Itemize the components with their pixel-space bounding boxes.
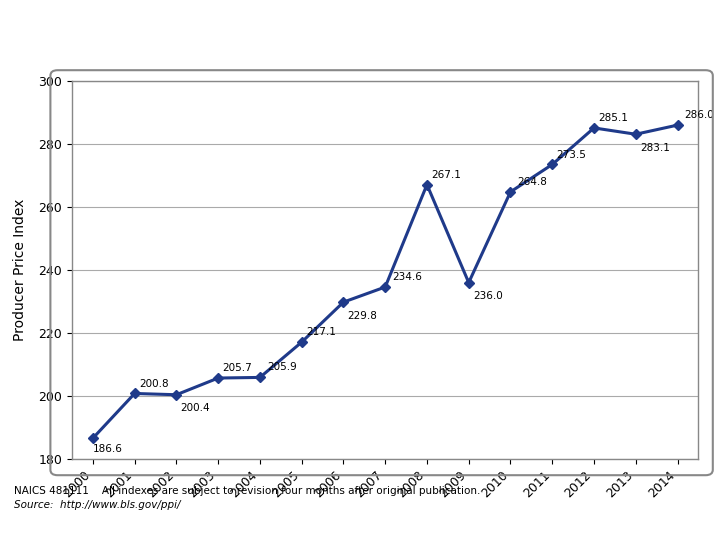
Text: 283.1: 283.1 xyxy=(640,143,670,153)
Text: 205.7: 205.7 xyxy=(222,363,252,373)
Text: 186.6: 186.6 xyxy=(93,444,122,454)
Text: 200.4: 200.4 xyxy=(181,403,210,414)
Text: 286.0: 286.0 xyxy=(685,110,714,120)
Text: Airline Industry:  PPI (Producer Price Index) – Scheduled Passenger Air Transpor: Airline Industry: PPI (Producer Price In… xyxy=(14,19,720,38)
Text: NAICS 481111    All indexes are subject to revision four months after original p: NAICS 481111 All indexes are subject to … xyxy=(14,486,481,496)
Text: 217.1: 217.1 xyxy=(306,327,336,337)
Y-axis label: Producer Price Index: Producer Price Index xyxy=(13,199,27,341)
Text: 234.6: 234.6 xyxy=(392,272,422,282)
Text: 205.9: 205.9 xyxy=(267,362,297,373)
Text: 267.1: 267.1 xyxy=(431,170,461,180)
Text: Source:  http://www.bls.gov/ppi/: Source: http://www.bls.gov/ppi/ xyxy=(14,500,181,510)
Text: which represents a gain of 9.5% from 2011, but for 2014 the average is trending : which represents a gain of 9.5% from 201… xyxy=(14,62,591,75)
Text: The PPI (measures average change in prices over time) for passenger air transpor: The PPI (measures average change in pric… xyxy=(14,44,720,57)
Text: 264.8: 264.8 xyxy=(518,177,547,187)
Text: 285.1: 285.1 xyxy=(598,113,628,123)
Text: 236.0: 236.0 xyxy=(473,291,503,301)
Text: 200.8: 200.8 xyxy=(139,379,168,389)
Text: 273.5: 273.5 xyxy=(557,150,586,159)
Text: 229.8: 229.8 xyxy=(348,311,377,321)
